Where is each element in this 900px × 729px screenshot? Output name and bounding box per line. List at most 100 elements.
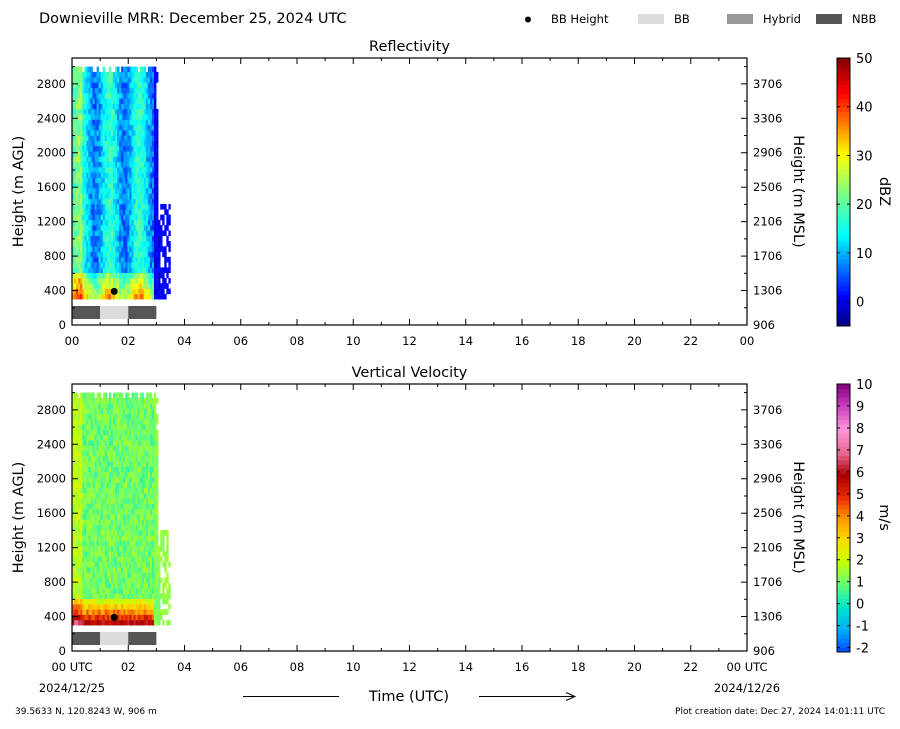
heatmap-cell [78, 524, 81, 531]
heatmap-cell [108, 403, 112, 409]
bb-class-segment-nbb [128, 306, 157, 319]
heatmap-cell [88, 567, 91, 573]
heatmap-cell [100, 82, 104, 89]
heatmap-cell [158, 251, 161, 258]
heatmap-cell [139, 293, 143, 300]
heatmap-cell [100, 551, 104, 557]
heatmap-cell [92, 519, 95, 526]
colorbar-segment [837, 634, 850, 639]
heatmap-cell [90, 93, 93, 99]
heatmap-cell [127, 262, 130, 268]
heatmap-cell [137, 561, 140, 568]
heatmap-cell [156, 572, 159, 578]
heatmap-cell [76, 161, 79, 168]
heatmap-cell [117, 93, 120, 99]
heatmap-cell [154, 392, 157, 399]
heatmap-cell [84, 619, 87, 626]
heatmap-cell [133, 604, 136, 610]
heatmap-cell [86, 177, 89, 184]
heatmap-cell [154, 98, 157, 104]
heatmap-cell [102, 429, 106, 436]
heatmap-cell [149, 498, 153, 504]
heatmap-cell [80, 593, 83, 600]
heatmap-cell [149, 167, 153, 173]
legend-label-nbb: NBB [852, 12, 876, 26]
heatmap-cell [92, 130, 95, 136]
heatmap-cell [74, 577, 77, 584]
heatmap-cell [100, 429, 104, 436]
heatmap-cell [117, 445, 120, 452]
heatmap-cell [164, 567, 167, 573]
heatmap-cell [92, 487, 95, 494]
heatmap-cell [131, 540, 134, 547]
x-tick-label: 16 [515, 334, 530, 348]
heatmap-cell [92, 251, 95, 258]
heatmap-cell [123, 604, 126, 610]
heatmap-cell [84, 172, 87, 178]
heatmap-cell [139, 403, 143, 409]
heatmap-cell [104, 161, 108, 168]
heatmap-cell [104, 267, 108, 274]
heatmap-cell [143, 567, 147, 573]
heatmap-cell [110, 145, 114, 152]
heatmap-cell [154, 419, 157, 425]
heatmap-cell [145, 262, 149, 268]
heatmap-cell [123, 598, 126, 605]
heatmap-cell [131, 119, 134, 126]
heatmap-cell [135, 556, 138, 563]
heatmap-cell [117, 413, 120, 420]
heatmap-cell [121, 403, 124, 409]
heatmap-cell [104, 493, 108, 499]
heatmap-cell [135, 508, 138, 515]
heatmap-cell [154, 519, 157, 526]
heatmap-cell [110, 482, 114, 489]
heatmap-cell [94, 477, 97, 483]
heatmap-cell [76, 498, 79, 504]
heatmap-cell [113, 130, 116, 136]
colorbar-segment [837, 66, 850, 72]
heatmap-cell [131, 140, 134, 147]
heatmap-cell [106, 77, 110, 83]
heatmap-cell [110, 278, 114, 284]
heatmap-cell [84, 114, 87, 120]
heatmap-cell [141, 424, 145, 430]
heatmap-cell [86, 551, 89, 557]
heatmap-cell [156, 214, 159, 221]
heatmap-cell [137, 524, 140, 531]
heatmap-cell [98, 471, 102, 478]
heatmap-cell [115, 256, 118, 263]
heatmap-cell [151, 188, 155, 194]
heatmap-cell [127, 135, 130, 141]
heatmap-cell [98, 177, 102, 184]
heatmap-cell [113, 498, 116, 504]
heatmap-cell [86, 188, 89, 194]
heatmap-cell [102, 161, 106, 168]
heatmap-cell [129, 114, 132, 120]
heatmap-cell [74, 551, 77, 557]
heatmap-cell [113, 188, 116, 194]
heatmap-cell [154, 193, 157, 200]
heatmap-cell [106, 188, 110, 194]
heatmap-cell [78, 540, 81, 547]
heatmap-cell [104, 108, 108, 115]
heatmap-cell [82, 530, 85, 536]
heatmap-cell [96, 177, 99, 184]
heatmap-cell [129, 419, 132, 425]
heatmap-cell [106, 461, 110, 467]
heatmap-cell [104, 251, 108, 258]
colorbar-label: m/s [876, 504, 892, 531]
heatmap-cell [129, 98, 132, 104]
heatmap-cell [135, 172, 138, 178]
heatmap-cell [131, 114, 134, 120]
heatmap-cell [74, 177, 77, 184]
heatmap-cell [80, 487, 83, 494]
heatmap-cell [125, 545, 128, 552]
heatmap-cell [119, 135, 122, 141]
heatmap-cell [76, 561, 79, 568]
heatmap-cell [141, 161, 145, 168]
heatmap-cell [125, 445, 128, 452]
heatmap-cell [78, 413, 81, 420]
heatmap-cell [115, 156, 118, 163]
heatmap-cell [82, 493, 85, 499]
heatmap-cell [82, 251, 85, 258]
